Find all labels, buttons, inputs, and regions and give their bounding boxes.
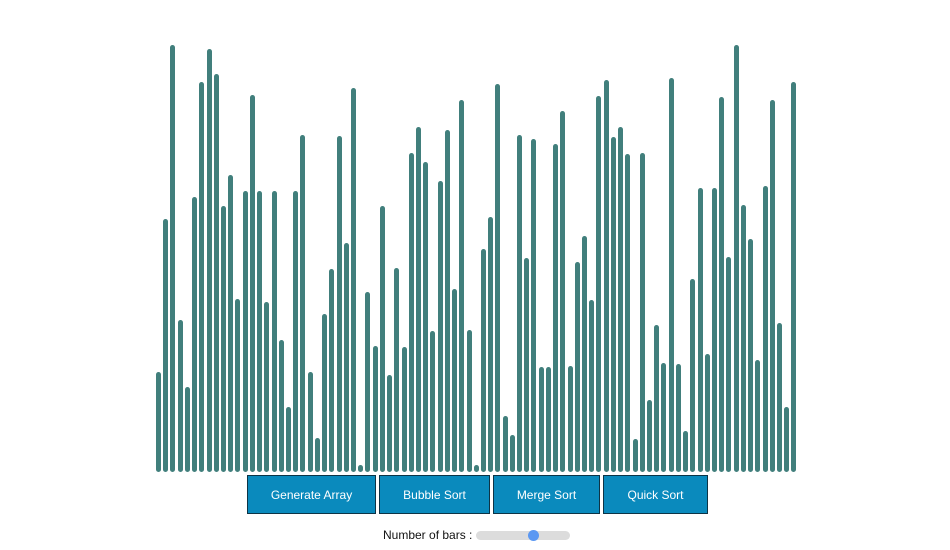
array-bar — [401, 347, 407, 472]
array-bar — [668, 78, 674, 472]
array-bar — [264, 302, 270, 472]
array-bar — [726, 257, 732, 472]
array-bar — [776, 323, 782, 472]
array-bar — [755, 360, 761, 472]
array-bar — [235, 299, 241, 472]
array-bar — [228, 175, 234, 472]
array-bar — [177, 320, 183, 472]
array-bar — [163, 219, 169, 472]
array-bar — [329, 269, 335, 472]
array-bar — [690, 279, 696, 472]
array-bar — [459, 100, 465, 472]
array-bar — [509, 435, 515, 472]
array-bar — [748, 239, 753, 472]
array-bar — [184, 387, 190, 472]
array-bar — [661, 363, 667, 472]
array-bar — [452, 289, 457, 472]
array-bar — [567, 366, 573, 472]
array-bar — [307, 372, 313, 472]
array-bar — [156, 372, 161, 472]
array-bar — [293, 191, 299, 472]
array-bar — [314, 438, 320, 472]
array-bar — [524, 258, 530, 472]
slider-thumb[interactable] — [527, 529, 539, 541]
array-bar — [517, 135, 522, 472]
array-bar — [423, 162, 429, 472]
array-bar — [553, 144, 559, 472]
array-bar — [625, 154, 631, 472]
array-bar — [350, 88, 356, 472]
array-bar — [379, 206, 385, 472]
array-bar — [495, 84, 501, 472]
array-bar — [697, 188, 703, 472]
array-bar — [437, 181, 443, 472]
array-bar — [466, 330, 472, 472]
slider-label: Number of bars : — [383, 528, 473, 542]
array-bar — [589, 300, 595, 472]
array-bar — [358, 465, 364, 472]
array-bar — [473, 465, 479, 472]
array-bar — [415, 127, 421, 472]
array-bar — [582, 236, 587, 472]
quick-sort-button[interactable]: Quick Sort — [603, 475, 708, 514]
array-bar — [192, 197, 198, 472]
array-bar — [574, 262, 580, 472]
array-bar — [603, 80, 609, 472]
array-bar — [647, 400, 652, 472]
array-bar — [257, 191, 263, 472]
array-bar — [249, 95, 255, 472]
array-bar — [372, 346, 378, 472]
array-bar — [610, 137, 616, 472]
array-bar — [733, 45, 739, 472]
array-bar — [480, 249, 486, 472]
array-bar — [531, 139, 537, 472]
array-bar — [791, 82, 797, 472]
array-bar — [719, 97, 725, 472]
array-bar — [740, 205, 746, 472]
array-bar — [336, 136, 342, 472]
array-bar — [322, 314, 328, 472]
array-bar — [343, 243, 349, 472]
array-bar — [430, 331, 436, 472]
array-bar — [784, 407, 790, 472]
array-bar — [242, 191, 248, 472]
array-bar — [632, 439, 638, 472]
bar-count-slider[interactable] — [476, 529, 571, 541]
array-bar — [654, 325, 660, 472]
array-bar — [271, 191, 277, 472]
array-bar — [769, 100, 775, 472]
array-bar — [538, 367, 544, 472]
array-bar — [365, 292, 371, 472]
array-bar — [408, 153, 414, 472]
array-bar — [762, 186, 768, 472]
array-bar — [704, 354, 710, 472]
array-bar — [444, 130, 450, 472]
array-bar — [560, 111, 566, 472]
array-bar — [502, 416, 508, 472]
array-bar — [394, 268, 400, 472]
array-bar — [221, 206, 226, 472]
bubble-sort-button[interactable]: Bubble Sort — [379, 475, 490, 514]
array-bar — [286, 407, 291, 472]
generate-array-button[interactable]: Generate Array — [247, 475, 376, 514]
bar-count-control: Number of bars : — [383, 527, 571, 543]
merge-sort-button[interactable]: Merge Sort — [493, 475, 600, 514]
control-buttons: Generate Array Bubble Sort Merge Sort Qu… — [247, 475, 711, 514]
array-bar — [488, 217, 494, 472]
array-bar — [618, 127, 624, 472]
array-bar — [545, 367, 551, 472]
array-bar — [711, 188, 717, 472]
array-bar — [206, 49, 212, 472]
array-bar — [170, 45, 176, 472]
array-bar — [683, 431, 689, 472]
array-bar — [675, 364, 681, 472]
array-bar — [387, 375, 392, 472]
array-bar — [300, 135, 306, 472]
array-bar — [199, 82, 205, 472]
array-bar — [213, 74, 219, 472]
array-bar — [639, 153, 645, 472]
array-bar — [596, 96, 602, 472]
array-bar — [278, 340, 284, 472]
bar-visualization — [156, 45, 797, 472]
